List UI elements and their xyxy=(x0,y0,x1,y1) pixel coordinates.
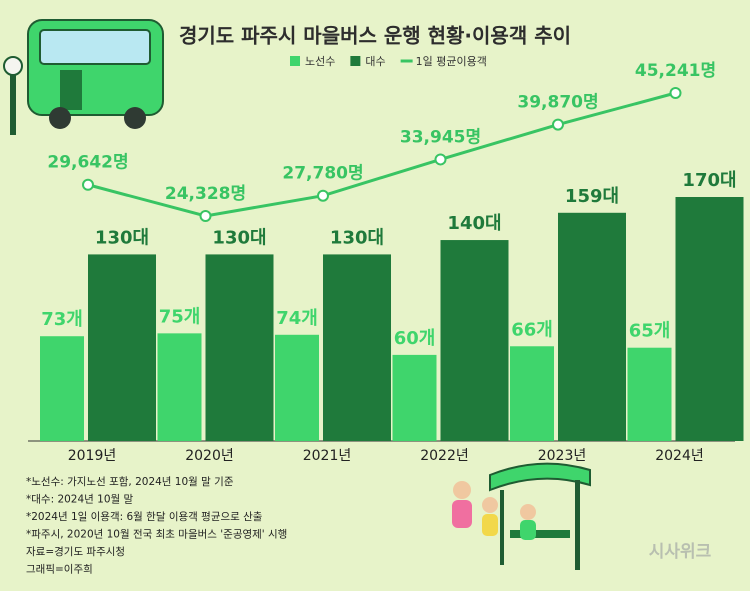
line-value-label: 24,328명 xyxy=(165,184,246,204)
line-point xyxy=(434,153,447,166)
x-tick-label: 2024년 xyxy=(655,448,704,464)
footnote: *노선수: 가지노선 포함, 2024년 10월 말 기준 xyxy=(26,476,234,488)
x-tick-label: 2021년 xyxy=(303,448,352,464)
line-point xyxy=(199,210,212,222)
line-value-label: 29,642명 xyxy=(47,153,128,173)
footnote: *2024년 1일 이용객: 6월 한달 이용객 평균으로 산출 xyxy=(26,510,263,523)
bar-value-label: 130대 xyxy=(95,227,149,248)
line-value-label: 39,870명 xyxy=(517,93,598,113)
bar xyxy=(323,254,391,441)
bus-illustration xyxy=(3,19,164,135)
bar xyxy=(440,240,509,441)
legend-swatch xyxy=(350,56,361,66)
bar xyxy=(558,212,626,441)
line-point xyxy=(669,87,682,99)
footnote: *파주시, 2020년 10월 전국 최초 마을버스 '준공영제' 시행 xyxy=(26,529,287,541)
bar-value-label: 66개 xyxy=(511,319,553,340)
x-tick-label: 2022년 xyxy=(420,448,469,464)
bar-value-label: 140대 xyxy=(447,213,501,234)
bar xyxy=(40,336,84,441)
bar-value-label: 170대 xyxy=(682,170,736,191)
bar xyxy=(675,197,744,441)
bar xyxy=(275,334,319,441)
footnote: *대수: 2024년 10월 말 xyxy=(26,494,134,506)
x-tick-label: 2019년 xyxy=(68,448,117,464)
line xyxy=(87,91,676,218)
line-value-label: 27,780명 xyxy=(282,164,363,184)
bar xyxy=(392,354,437,441)
footnote: 그래픽=이주희 xyxy=(26,564,93,576)
bar-value-label: 75개 xyxy=(159,306,201,327)
legend-label: 노선수 xyxy=(305,55,335,68)
bar-value-label: 73개 xyxy=(41,309,83,330)
line-point xyxy=(317,189,329,202)
legend-label: 대수 xyxy=(365,55,385,68)
bar-value-label: 60개 xyxy=(394,328,436,349)
line-point xyxy=(552,118,564,131)
footnote: 자료=경기도 파주시청 xyxy=(26,545,125,558)
legend-label: 1일 평균이용객 xyxy=(416,54,487,68)
bar-value-label: 130대 xyxy=(330,227,384,248)
chart-title: 경기도 파주시 마을버스 운행 현황·이용객 추이 xyxy=(179,24,571,48)
x-tick-label: 2020년 xyxy=(185,448,234,464)
legend-swatch xyxy=(290,56,300,66)
line-value-label: 45,241명 xyxy=(635,61,716,81)
bar xyxy=(627,347,672,441)
bar xyxy=(88,254,156,441)
line-value-label: 33,945명 xyxy=(400,127,481,147)
x-tick-label: 2023년 xyxy=(538,448,587,464)
bar xyxy=(205,254,274,441)
bar xyxy=(510,346,554,441)
bar xyxy=(157,333,202,441)
watermark: 시사위크 xyxy=(649,542,712,562)
bar-value-label: 130대 xyxy=(212,227,266,248)
bar-value-label: 159대 xyxy=(565,186,619,207)
line-point xyxy=(82,178,94,191)
shelter-illustration xyxy=(452,462,591,570)
bar-value-label: 65개 xyxy=(629,321,671,342)
bar-value-label: 74개 xyxy=(276,308,318,329)
